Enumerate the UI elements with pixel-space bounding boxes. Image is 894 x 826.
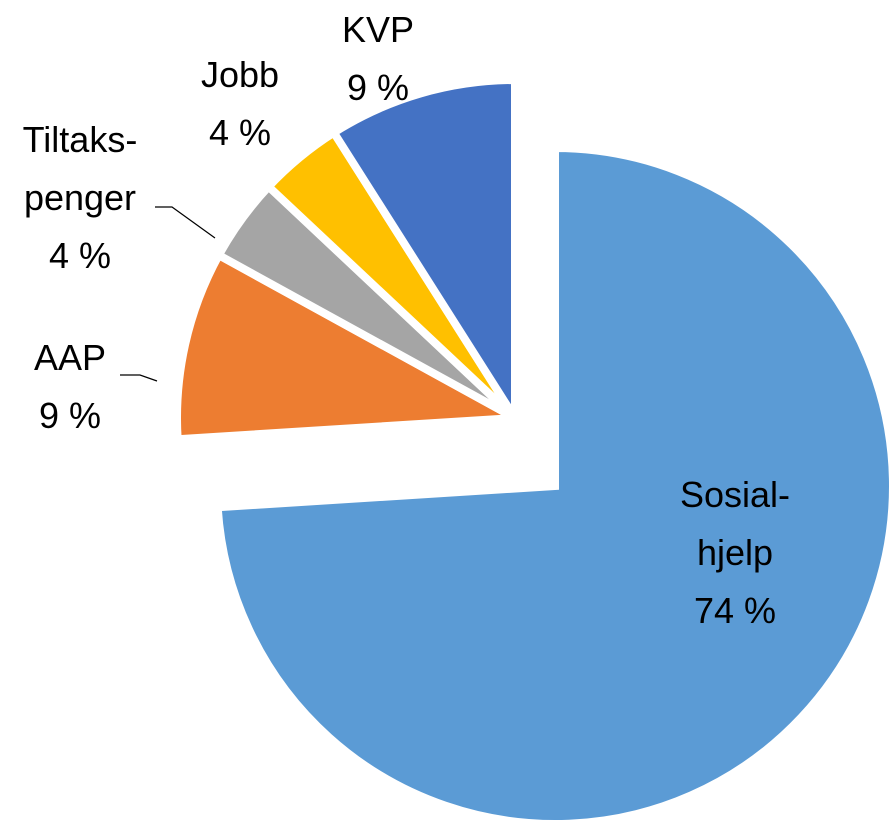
leader-line	[120, 374, 158, 382]
slice-label: AAP 9 %	[0, 329, 220, 445]
leader-line	[155, 206, 216, 239]
category-label: Tiltaks- penger	[22, 119, 138, 218]
category-label: AAP	[33, 337, 107, 378]
pie-slice	[328, 75, 519, 432]
pie-slice	[173, 249, 529, 444]
slice-label: Tiltaks- penger 4 %	[0, 111, 230, 285]
slices	[173, 75, 894, 826]
value-label: 4 %	[48, 235, 112, 276]
pie-slice	[213, 143, 894, 826]
slice-label: KVP 9 %	[228, 1, 528, 117]
slice-label: Jobb 4 %	[90, 46, 390, 162]
category-label: Jobb	[200, 54, 280, 95]
category-label: KVP	[341, 9, 415, 50]
value-label: 74 %	[693, 590, 777, 631]
value-label: 9 %	[346, 67, 410, 108]
category-label: Sosial- hjelp	[679, 474, 791, 573]
slice-label: Sosial- hjelp 74 %	[585, 466, 885, 640]
value-label: 4 %	[208, 112, 272, 153]
value-label: 9 %	[38, 395, 102, 436]
